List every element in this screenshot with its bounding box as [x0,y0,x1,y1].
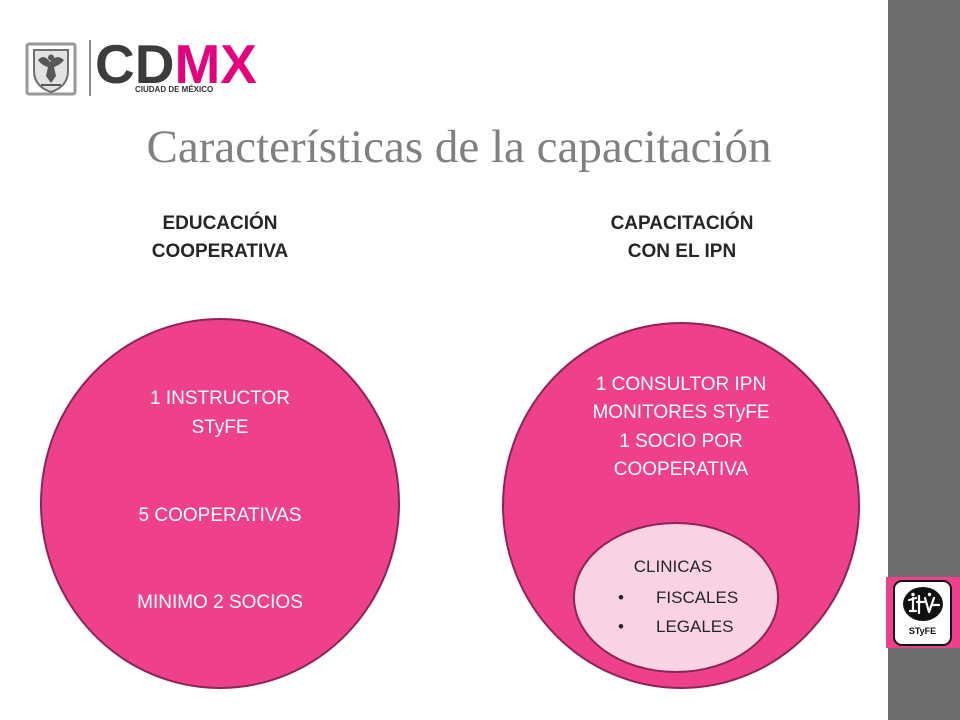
styfe-badge: STyFE [886,577,960,648]
column-heading: EDUCACIÓN COOPERATIVA [110,210,330,266]
column-heading: CAPACITACIÓN CON EL IPN [572,210,792,266]
bullet-item: FISCALES [575,583,777,612]
styfe-logo-text: STyFE [908,626,937,636]
training-text: 1 CONSULTOR IPN MONITORES STyFE 1 SOCIO … [504,371,858,484]
heading-line: COOPERATIVA [151,241,289,262]
mexico-city-seal-icon [25,42,77,96]
training-circle: 1 CONSULTOR IPN MONITORES STyFE 1 SOCIO … [502,322,860,689]
circle-line: 1 INSTRUCTOR [149,388,291,409]
heading-line: CON EL IPN [627,241,737,262]
cooperatives-text: 5 COOPERATIVAS [138,505,302,526]
logo-divider [89,40,91,96]
circle-line: MONITORES STyFE [592,402,770,424]
bullet-text: LEGALES [656,617,734,636]
circle-line: 1 SOCIO POR [619,430,743,452]
styfe-logo-icon [902,587,943,621]
clinics-bullet-list: FISCALES LEGALES [575,583,777,641]
heading-line: EDUCACIÓN [162,213,278,234]
members-text: MINIMO 2 SOCIOS [137,592,303,613]
circle-line: STyFE [191,417,249,438]
instructor-text: 1 INSTRUCTOR STyFE [42,384,398,442]
slide-title: Características de la capacitación [146,121,772,173]
logo-wordmark: CDMX [95,33,257,95]
clinics-circle: CLINICAS FISCALES LEGALES [573,522,779,673]
clinics-title: CLINICAS [633,557,713,576]
circle-line: 1 CONSULTOR IPN [595,374,767,395]
logo-subtitle: CIUDAD DE MÉXICO [135,85,214,94]
styfe-logo-card: STyFE [893,580,952,646]
bullet-item: LEGALES [575,612,777,641]
bullet-text: FISCALES [656,588,739,607]
circle-line: COOPERATIVA [613,458,749,480]
heading-line: CAPACITACIÓN [610,213,754,234]
education-circle: 1 INSTRUCTOR STyFE 5 COOPERATIVAS MINIMO… [40,318,400,689]
